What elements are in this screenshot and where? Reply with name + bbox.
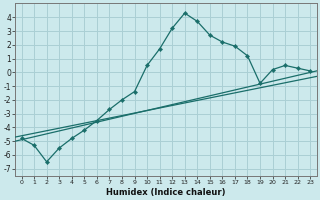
X-axis label: Humidex (Indice chaleur): Humidex (Indice chaleur) <box>106 188 226 197</box>
